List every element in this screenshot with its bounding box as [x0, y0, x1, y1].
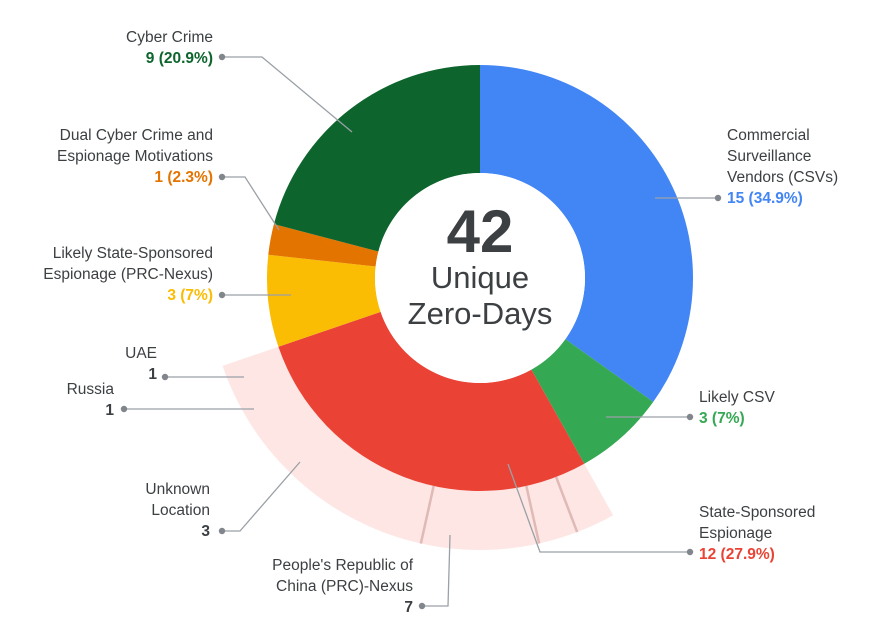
slice-state	[278, 311, 585, 491]
leader-line-unknown	[222, 461, 301, 532]
label-state-line-1: State-Sponsored	[699, 504, 815, 521]
outer-separator	[554, 476, 579, 533]
label-prc-line-2: China (PRC)-Nexus	[276, 578, 413, 595]
value-label-russia: 1	[105, 402, 114, 419]
value-label-state: 12 (27.9%)	[699, 546, 775, 563]
leader-dot-dual	[218, 173, 226, 181]
slice-crime	[273, 65, 480, 252]
outer-ring	[222, 344, 614, 550]
leader-dot-russia	[120, 405, 128, 413]
label-dual-line-2: Espionage Motivations	[57, 148, 213, 165]
leader-line-prc	[422, 534, 451, 607]
label-csv-line-1: Commercial	[727, 127, 810, 144]
label-likely_state-line-2: Espionage (PRC-Nexus)	[43, 266, 213, 283]
donut-hole	[375, 173, 585, 383]
leader-line-crime	[222, 56, 353, 133]
label-csv-line-2: Surveillance	[727, 148, 811, 165]
leader-line-dual	[222, 176, 280, 231]
label-crime-line-1: Cyber Crime	[126, 29, 213, 46]
value-label-likely_csv: 3 (7%)	[699, 410, 745, 427]
slice-labels: Commercial Surveillance Vendors (CSVs) 15 (…	[43, 29, 838, 616]
label-uae-line-1: UAE	[125, 345, 157, 362]
label-unknown-line-2: Location	[151, 502, 210, 519]
leader-dot-likely_state	[218, 291, 226, 299]
label-prc-line-1: People's Republic of	[272, 557, 414, 574]
center-total: 42	[447, 198, 514, 265]
outer-separator	[525, 485, 541, 544]
outer-segment-prc	[222, 344, 435, 544]
label-likely_csv-line-1: Likely CSV	[699, 389, 775, 406]
value-label-crime: 9 (20.9%)	[146, 50, 213, 67]
value-label-unknown: 3	[201, 523, 210, 540]
value-label-likely_state: 3 (7%)	[167, 287, 213, 304]
slice-dual	[268, 224, 379, 267]
slice-csv	[480, 65, 693, 402]
label-russia-line-1: Russia	[67, 381, 115, 398]
outer-segment-unknown	[420, 480, 540, 550]
leader-lines	[120, 53, 722, 610]
outer-segment-uae	[553, 458, 614, 533]
label-state-line-2: Espionage	[699, 525, 772, 542]
outer-segment-russia	[525, 471, 578, 544]
center-line-1: Unique	[431, 260, 529, 295]
label-dual-line-1: Dual Cyber Crime and	[60, 127, 213, 144]
leader-line-state	[507, 463, 690, 553]
leader-dot-unknown	[218, 527, 226, 535]
leader-dot-crime	[218, 53, 226, 61]
label-likely_state-line-1: Likely State-Sponsored	[53, 245, 213, 262]
label-unknown-line-1: Unknown	[145, 481, 210, 498]
value-label-prc: 7	[404, 599, 413, 616]
value-label-uae: 1	[148, 366, 157, 383]
leader-dot-prc	[418, 602, 426, 610]
leader-dot-likely_csv	[686, 413, 694, 421]
leader-dot-uae	[161, 373, 169, 381]
center-line-2: Zero-Days	[408, 296, 553, 331]
donut-ring	[267, 65, 693, 491]
leader-dot-state	[686, 548, 694, 556]
slice-likely_state	[267, 254, 381, 347]
label-csv-line-3: Vendors (CSVs)	[727, 169, 838, 186]
slice-likely_csv	[531, 339, 654, 464]
leader-dot-csv	[714, 194, 722, 202]
outer-separator	[419, 485, 435, 544]
value-label-csv: 15 (34.9%)	[727, 190, 803, 207]
value-label-dual: 1 (2.3%)	[154, 169, 213, 186]
